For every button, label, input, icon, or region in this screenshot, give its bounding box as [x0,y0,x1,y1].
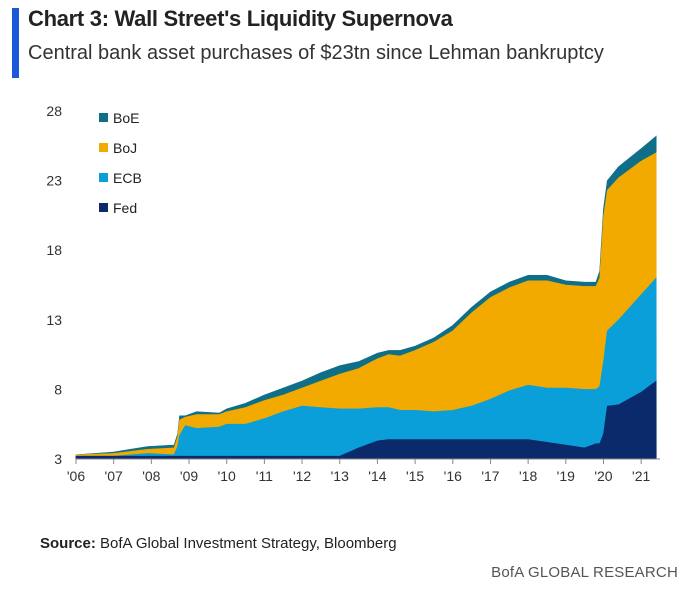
legend-label-fed: Fed [113,200,137,216]
x-tick-label: '10 [218,468,236,484]
legend-label-boe: BoE [113,110,139,126]
legend-swatch-fed [99,203,108,212]
series-area-boj [75,152,657,460]
chart-area: 3 8 13 18 23 28 '06 '07 '08 '09 '10 '11 '12 '13 '14 '15… [46,103,660,484]
x-tick-label: '17 [481,468,499,484]
chart-subtitle: Central bank asset purchases of $23tn si… [28,42,604,64]
x-tick-label: '11 [256,468,273,484]
x-tick-label: '12 [293,468,311,484]
source-text: BofA Global Investment Strategy, Bloombe… [100,535,397,552]
y-tick-label: 8 [54,381,62,397]
y-tick-label: 23 [46,173,62,189]
series-area-ecb [75,277,657,460]
y-tick-label: 3 [54,451,62,467]
x-tick-label: '19 [557,468,575,484]
source-note: Source: BofA Global Investment Strategy,… [40,535,397,552]
chart-title: Chart 3: Wall Street's Liquidity Superno… [28,6,453,31]
y-tick-label: 13 [46,312,62,328]
legend-swatch-boe [99,113,108,122]
x-tick-label: '07 [105,468,123,484]
x-tick-label: '18 [519,468,537,484]
brand-footer: BofA GLOBAL RESEARCH [491,564,678,581]
x-tick-label: '09 [180,468,198,484]
x-tick-label: '21 [632,468,650,484]
y-tick-label: 28 [46,103,62,119]
x-tick-label: '14 [368,468,386,484]
x-tick-label: '06 [67,468,85,484]
legend-swatch-boj [99,143,108,152]
title-accent-bar [12,8,19,78]
x-tick-label: '15 [406,468,424,484]
legend-label-boj: BoJ [113,140,137,156]
series-area-fed [75,380,657,460]
x-tick-label: '16 [444,468,462,484]
x-tick-label: '08 [142,468,160,484]
legend-label-ecb: ECB [113,170,142,186]
y-tick-label: 18 [46,242,62,258]
x-tick-label: '20 [594,468,612,484]
legend-swatch-ecb [99,173,108,182]
x-tick-label: '13 [331,468,349,484]
source-label: Source: [40,535,96,552]
